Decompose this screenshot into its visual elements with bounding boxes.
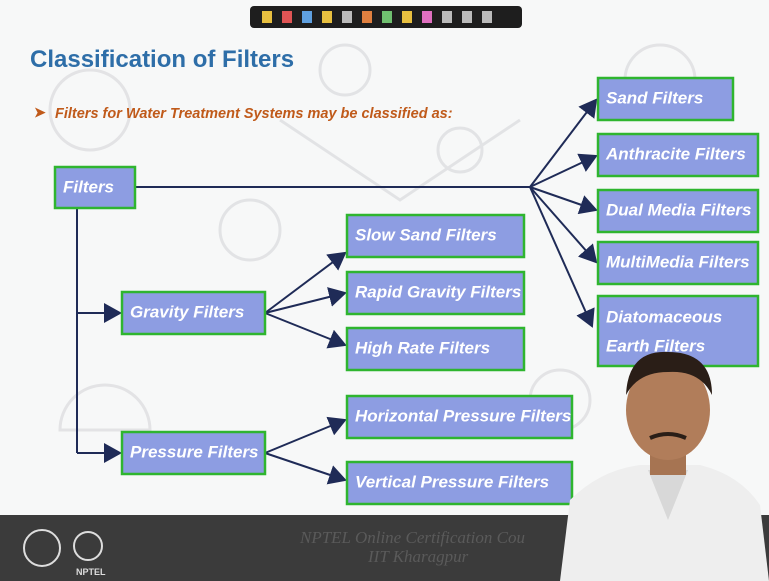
- node-label: Vertical Pressure Filters: [355, 472, 549, 491]
- node-label: Dual Media Filters: [606, 200, 751, 219]
- node-label: Anthracite Filters: [605, 144, 746, 163]
- node-label: Slow Sand Filters: [355, 225, 497, 244]
- bullet-text: Filters for Water Treatment Systems may …: [55, 106, 453, 122]
- footer-line: NPTEL Online Certification Cou: [299, 528, 525, 547]
- slide: Classification of Filters ➤ Filters for …: [0, 0, 769, 581]
- node-label: Earth Filters: [606, 336, 705, 355]
- node-label: Pressure Filters: [130, 442, 259, 461]
- bullet-marker: ➤: [34, 104, 46, 120]
- node-label: Filters: [63, 177, 114, 196]
- logo-text: NPTEL: [76, 567, 106, 577]
- node-label: Diatomaceous: [606, 307, 722, 326]
- node-label: Sand Filters: [606, 88, 703, 107]
- node-label: Rapid Gravity Filters: [355, 282, 521, 301]
- slide-title: Classification of Filters: [30, 46, 294, 73]
- node-label: MultiMedia Filters: [606, 252, 750, 271]
- footer-line: IIT Kharagpur: [367, 547, 469, 566]
- node-label: High Rate Filters: [355, 338, 490, 357]
- node-label: Gravity Filters: [130, 302, 244, 321]
- node-label: Horizontal Pressure Filters: [355, 406, 571, 425]
